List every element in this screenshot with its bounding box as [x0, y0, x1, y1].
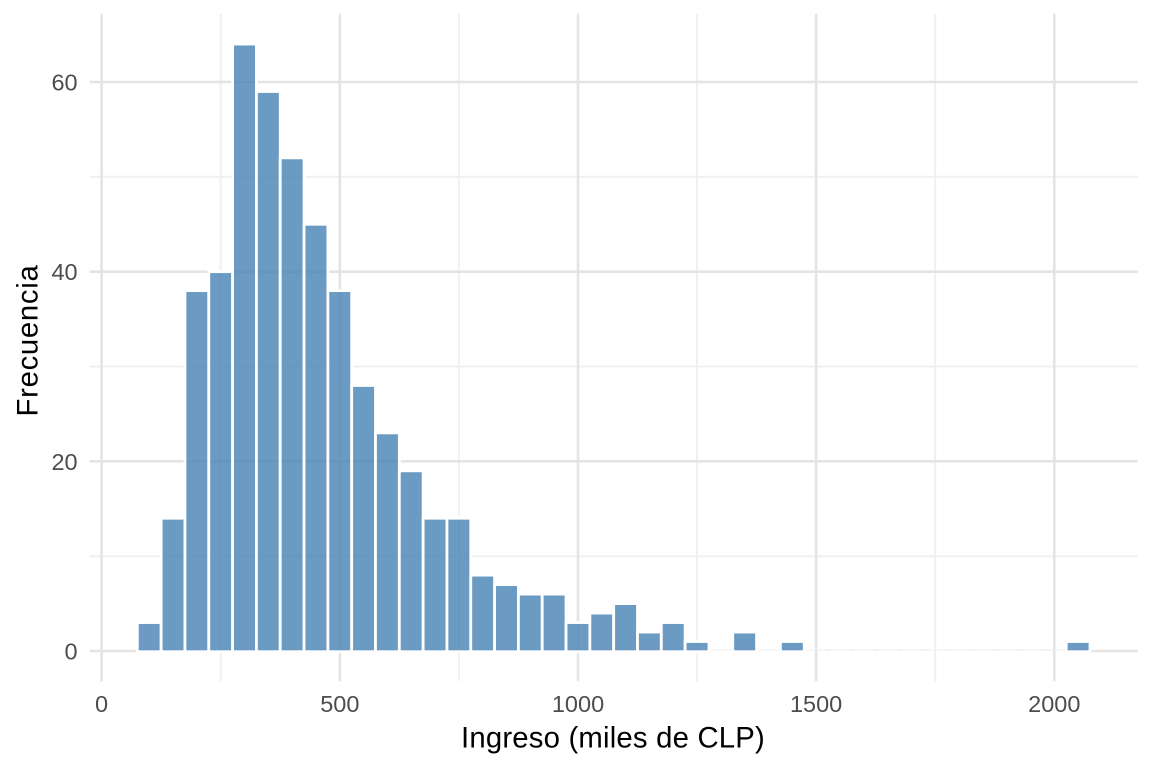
- svg-text:Frecuencia: Frecuencia: [12, 265, 45, 417]
- svg-text:40: 40: [51, 259, 77, 285]
- svg-text:1000: 1000: [552, 691, 604, 717]
- svg-text:20: 20: [51, 449, 77, 475]
- svg-text:60: 60: [51, 70, 77, 96]
- svg-text:500: 500: [320, 691, 359, 717]
- svg-text:0: 0: [65, 639, 78, 665]
- svg-text:0: 0: [95, 691, 108, 717]
- svg-text:1500: 1500: [790, 691, 842, 717]
- svg-text:2000: 2000: [1028, 691, 1080, 717]
- svg-text:Ingreso (miles de CLP): Ingreso (miles de CLP): [461, 721, 765, 754]
